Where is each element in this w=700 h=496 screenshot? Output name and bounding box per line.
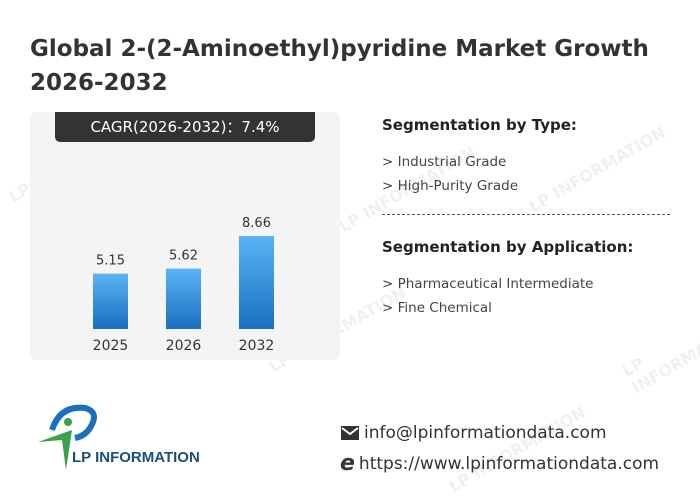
type-item: > High-Purity Grade [382, 178, 518, 194]
logo-icon: LP INFORMATION [38, 404, 200, 470]
segmentation-type: Segmentation by Type: > Industrial Grade… [382, 116, 577, 198]
x-tick-label: 2032 [239, 338, 275, 354]
bar-2026 [166, 268, 201, 329]
page-title: Global 2-(2-Aminoethyl)pyridine Market G… [30, 36, 649, 96]
type-item: > Industrial Grade [382, 154, 507, 170]
contact-website[interactable]: e https://www.lpinformationdata.com [340, 451, 660, 476]
logo-text: LP INFORMATION [72, 449, 200, 466]
data-label: 5.62 [169, 249, 198, 264]
contact-email[interactable]: info@lpinformationdata.com [340, 423, 607, 443]
website-link[interactable]: https://www.lpinformationdata.com [358, 454, 660, 474]
segmentation-application-heading: Segmentation by Application: [382, 238, 634, 256]
email-link[interactable]: info@lpinformationdata.com [364, 423, 607, 443]
lp-information-logo: LP INFORMATION [30, 400, 200, 474]
segmentation-application: Segmentation by Application: > Pharmaceu… [382, 238, 633, 320]
x-tick-label: 2025 [93, 338, 129, 354]
x-tick-label: 2026 [166, 338, 202, 354]
bar-chart: 5.15 2025 5.62 2026 8.66 2032 [93, 216, 275, 354]
data-label: 5.15 [96, 254, 125, 269]
watermark: LP INFORMATION [445, 402, 590, 496]
divider [382, 214, 670, 215]
bar-2025 [93, 273, 128, 329]
internet-explorer-icon: e [340, 451, 355, 476]
segmentation-type-heading: Segmentation by Type: [382, 116, 577, 134]
bar-2032 [239, 235, 274, 329]
application-item: > Pharmaceutical Intermediate [382, 276, 594, 292]
envelope-icon [341, 426, 359, 440]
data-label: 8.66 [242, 216, 271, 231]
application-item: > Fine Chemical [382, 300, 492, 316]
cagr-badge: CAGR(2026-2032)：7.4% [55, 112, 315, 142]
